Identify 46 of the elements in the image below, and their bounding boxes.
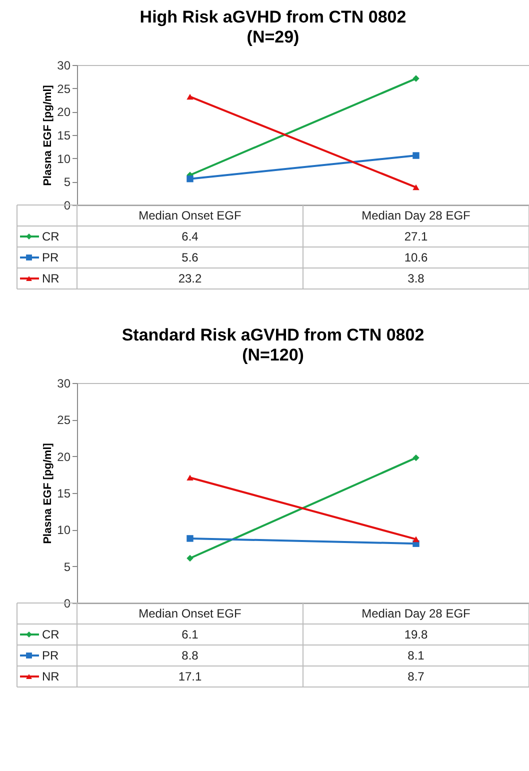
y-tick-label: 10 — [57, 523, 71, 538]
y-tick-label: 15 — [57, 486, 71, 500]
data-label: 8.7 — [408, 670, 425, 684]
data-label: 10.6 — [404, 250, 428, 264]
data-label: 6.4 — [182, 230, 199, 244]
x-tick-label: Median Onset EGF — [138, 208, 242, 222]
legend-label: PR — [42, 250, 60, 264]
legend-label: NR — [42, 670, 60, 684]
y-tick-label: 10 — [57, 152, 71, 166]
y-tick-label: 25 — [57, 413, 71, 428]
y-tick-label: 25 — [57, 82, 71, 96]
y-tick-label: 15 — [57, 128, 71, 142]
x-tick-label: Median Onset EGF — [138, 606, 242, 620]
chart-subtitle: (N=120) — [242, 346, 304, 364]
y-tick-label: 20 — [57, 450, 71, 464]
data-label: 5.6 — [182, 250, 199, 264]
chart-title: Standard Risk aGVHD from CTN 0802 — [122, 326, 424, 344]
data-label: 17.1 — [178, 670, 202, 684]
y-axis-title: Plasna EGF [pg/ml] — [42, 442, 54, 544]
chart-title: High Risk aGVHD from CTN 0802 — [140, 8, 406, 26]
legend-label: NR — [42, 272, 60, 286]
data-label: 19.8 — [404, 628, 428, 642]
y-tick-label: 30 — [57, 58, 71, 72]
data-label: 6.1 — [182, 628, 199, 642]
point — [186, 554, 194, 562]
legend-label: CR — [42, 628, 60, 642]
y-tick-label: 5 — [64, 560, 71, 574]
y-tick-label: 30 — [57, 376, 71, 390]
x-tick-label: Median Day 28 EGF — [362, 606, 470, 620]
y-axis-title: Plasna EGF [pg/ml] — [42, 84, 54, 186]
point — [186, 176, 194, 182]
point — [186, 535, 194, 542]
chart-subtitle: (N=29) — [246, 28, 300, 46]
legend-label: PR — [42, 648, 60, 662]
point — [412, 152, 420, 159]
point — [412, 75, 420, 82]
data-label: 27.1 — [404, 230, 428, 244]
data-label: 8.1 — [408, 648, 425, 662]
data-label: 3.8 — [408, 272, 425, 286]
point — [412, 454, 420, 462]
data-label: 23.2 — [178, 272, 202, 286]
y-tick-label: 5 — [64, 175, 71, 190]
x-tick-label: Median Day 28 EGF — [362, 208, 470, 222]
data-label: 8.8 — [182, 648, 199, 662]
y-tick-label: 20 — [57, 105, 71, 120]
legend-label: CR — [42, 230, 60, 244]
